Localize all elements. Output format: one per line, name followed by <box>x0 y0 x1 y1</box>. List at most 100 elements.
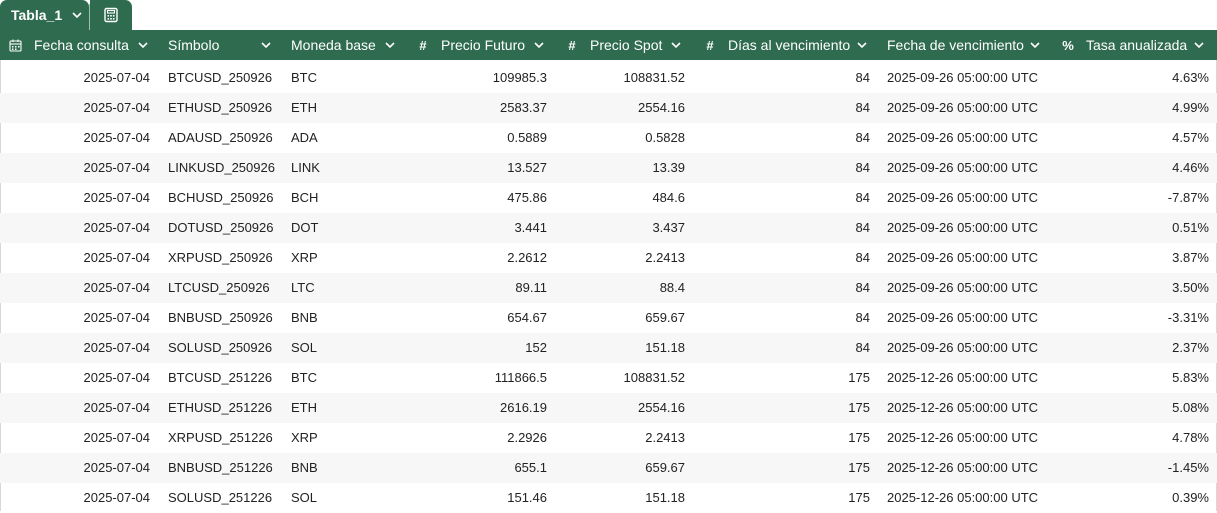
cell-moneda-base[interactable]: DOT <box>291 220 319 235</box>
cell-tasa-anualizada[interactable]: 4.63% <box>1172 70 1209 85</box>
cell-dias-vencimiento[interactable]: 84 <box>855 70 870 85</box>
cell-fecha-vencimiento[interactable]: 2025-09-26 05:00:00 UTC <box>887 100 1039 115</box>
cell-precio-spot[interactable]: 2554.16 <box>638 100 685 115</box>
table-row[interactable]: 2025-07-04 BCHUSD_250926 BCH 475.86 484.6 84 2… <box>0 183 1217 213</box>
chevron-down-icon[interactable] <box>137 39 149 51</box>
header-fecha-consulta[interactable]: Fecha consulta <box>34 37 129 53</box>
table-row[interactable]: 2025-07-04 XRPUSD_251226 XRP 2.2926 2.2413 17… <box>0 423 1217 453</box>
cell-moneda-base[interactable]: BNB <box>291 460 318 475</box>
cell-precio-spot[interactable]: 13.39 <box>652 160 685 175</box>
cell-simbolo[interactable]: BNBUSD_250926 <box>168 310 273 325</box>
table-row[interactable]: 2025-07-04 ETHUSD_250926 ETH 2583.37 2554.16… <box>0 93 1217 123</box>
cell-tasa-anualizada[interactable]: 5.83% <box>1172 370 1209 385</box>
header-moneda-base[interactable]: Moneda base <box>291 37 376 53</box>
cell-moneda-base[interactable]: BNB <box>291 310 318 325</box>
cell-fecha-vencimiento[interactable]: 2025-09-26 05:00:00 UTC <box>887 70 1039 85</box>
cell-tasa-anualizada[interactable]: 0.39% <box>1172 490 1209 505</box>
table-row[interactable]: 2025-07-04 ETHUSD_251226 ETH 2616.19 2554.16… <box>0 393 1217 423</box>
cell-simbolo[interactable]: LTCUSD_250926 <box>168 280 270 295</box>
cell-precio-futuro[interactable]: 655.1 <box>514 460 547 475</box>
cell-tasa-anualizada[interactable]: 2.37% <box>1172 340 1209 355</box>
cell-precio-futuro[interactable]: 475.86 <box>507 190 547 205</box>
chevron-down-icon[interactable] <box>1029 39 1041 51</box>
cell-fecha-vencimiento[interactable]: 2025-09-26 05:00:00 UTC <box>887 250 1039 265</box>
cell-dias-vencimiento[interactable]: 175 <box>848 490 870 505</box>
cell-fecha-vencimiento[interactable]: 2025-09-26 05:00:00 UTC <box>887 190 1039 205</box>
cell-dias-vencimiento[interactable]: 84 <box>855 310 870 325</box>
cell-fecha-consulta[interactable]: 2025-07-04 <box>83 190 151 205</box>
header-fecha-vencimiento[interactable]: Fecha de vencimiento <box>887 37 1024 53</box>
cell-dias-vencimiento[interactable]: 84 <box>855 100 870 115</box>
chevron-down-icon[interactable] <box>670 39 682 51</box>
cell-moneda-base[interactable]: SOL <box>291 340 318 355</box>
cell-simbolo[interactable]: SOLUSD_250926 <box>168 340 273 355</box>
table-row[interactable]: 2025-07-04 BTCUSD_251226 BTC 111866.5 108831… <box>0 363 1217 393</box>
cell-tasa-anualizada[interactable]: -3.31% <box>1167 310 1209 325</box>
cell-moneda-base[interactable]: LTC <box>291 280 315 295</box>
cell-precio-spot[interactable]: 3.437 <box>652 220 685 235</box>
cell-simbolo[interactable]: DOTUSD_250926 <box>168 220 274 235</box>
cell-fecha-consulta[interactable]: 2025-07-04 <box>83 460 151 475</box>
cell-fecha-vencimiento[interactable]: 2025-12-26 05:00:00 UTC <box>887 460 1039 475</box>
cell-fecha-vencimiento[interactable]: 2025-12-26 05:00:00 UTC <box>887 430 1039 445</box>
cell-tasa-anualizada[interactable]: 4.46% <box>1172 160 1209 175</box>
cell-dias-vencimiento[interactable]: 84 <box>855 190 870 205</box>
cell-moneda-base[interactable]: BTC <box>291 70 317 85</box>
cell-dias-vencimiento[interactable]: 175 <box>848 400 870 415</box>
cell-fecha-consulta[interactable]: 2025-07-04 <box>83 70 151 85</box>
cell-dias-vencimiento[interactable]: 175 <box>848 430 870 445</box>
cell-fecha-consulta[interactable]: 2025-07-04 <box>83 430 151 445</box>
cell-moneda-base[interactable]: ETH <box>291 400 317 415</box>
cell-tasa-anualizada[interactable]: 4.78% <box>1172 430 1209 445</box>
cell-precio-futuro[interactable]: 152 <box>525 340 547 355</box>
cell-fecha-consulta[interactable]: 2025-07-04 <box>83 400 151 415</box>
cell-precio-spot[interactable]: 151.18 <box>645 490 685 505</box>
cell-fecha-vencimiento[interactable]: 2025-12-26 05:00:00 UTC <box>887 370 1039 385</box>
table-row[interactable]: 2025-07-04 ADAUSD_250926 ADA 0.5889 0.5828 84… <box>0 123 1217 153</box>
cell-tasa-anualizada[interactable]: 3.87% <box>1172 250 1209 265</box>
cell-tasa-anualizada[interactable]: 5.08% <box>1172 400 1209 415</box>
cell-fecha-consulta[interactable]: 2025-07-04 <box>83 220 151 235</box>
table-row[interactable]: 2025-07-04 DOTUSD_250926 DOT 3.441 3.437 84 20… <box>0 213 1217 243</box>
cell-moneda-base[interactable]: XRP <box>291 430 318 445</box>
cell-fecha-consulta[interactable]: 2025-07-04 <box>83 100 151 115</box>
table-row[interactable]: 2025-07-04 BTCUSD_250926 BTC 109985.3 108831… <box>0 63 1217 93</box>
cell-simbolo[interactable]: BNBUSD_251226 <box>168 460 273 475</box>
cell-precio-futuro[interactable]: 2616.19 <box>500 400 547 415</box>
cell-precio-spot[interactable]: 2.2413 <box>645 250 685 265</box>
cell-precio-futuro[interactable]: 151.46 <box>507 490 547 505</box>
cell-precio-spot[interactable]: 108831.52 <box>623 370 685 385</box>
cell-dias-vencimiento[interactable]: 84 <box>855 280 870 295</box>
cell-moneda-base[interactable]: ADA <box>291 130 318 145</box>
cell-fecha-vencimiento[interactable]: 2025-09-26 05:00:00 UTC <box>887 310 1039 325</box>
chevron-down-icon[interactable] <box>856 39 868 51</box>
header-dias-vencimiento[interactable]: Días al vencimiento <box>728 37 851 53</box>
cell-precio-futuro[interactable]: 13.527 <box>507 160 547 175</box>
cell-simbolo[interactable]: BTCUSD_250926 <box>168 70 273 85</box>
cell-fecha-vencimiento[interactable]: 2025-09-26 05:00:00 UTC <box>887 220 1039 235</box>
cell-tasa-anualizada[interactable]: 3.50% <box>1172 280 1209 295</box>
header-simbolo[interactable]: Símbolo <box>168 37 220 53</box>
cell-fecha-consulta[interactable]: 2025-07-04 <box>83 250 151 265</box>
cell-precio-spot[interactable]: 108831.52 <box>623 70 685 85</box>
chevron-down-icon[interactable] <box>533 39 545 51</box>
cell-tasa-anualizada[interactable]: 4.57% <box>1172 130 1209 145</box>
table-row[interactable]: 2025-07-04 BNBUSD_250926 BNB 654.67 659.67 84… <box>0 303 1217 333</box>
header-precio-futuro[interactable]: Precio Futuro <box>441 37 526 53</box>
cell-precio-futuro[interactable]: 89.11 <box>515 280 547 295</box>
cell-fecha-consulta[interactable]: 2025-07-04 <box>83 280 151 295</box>
cell-precio-spot[interactable]: 151.18 <box>645 340 685 355</box>
cell-tasa-anualizada[interactable]: 4.99% <box>1172 100 1209 115</box>
cell-fecha-consulta[interactable]: 2025-07-04 <box>83 310 151 325</box>
cell-moneda-base[interactable]: ETH <box>291 100 317 115</box>
cell-moneda-base[interactable]: SOL <box>291 490 318 505</box>
table-row[interactable]: 2025-07-04 SOLUSD_250926 SOL 152 151.18 84 202… <box>0 333 1217 363</box>
cell-fecha-consulta[interactable]: 2025-07-04 <box>83 340 151 355</box>
cell-tasa-anualizada[interactable]: 0.51% <box>1172 220 1209 235</box>
chevron-down-icon[interactable] <box>1193 39 1205 51</box>
cell-precio-spot[interactable]: 0.5828 <box>645 130 685 145</box>
chevron-down-icon[interactable] <box>384 39 396 51</box>
header-precio-spot[interactable]: Precio Spot <box>590 37 663 53</box>
cell-precio-spot[interactable]: 659.67 <box>645 460 685 475</box>
cell-precio-spot[interactable]: 2554.16 <box>638 400 685 415</box>
